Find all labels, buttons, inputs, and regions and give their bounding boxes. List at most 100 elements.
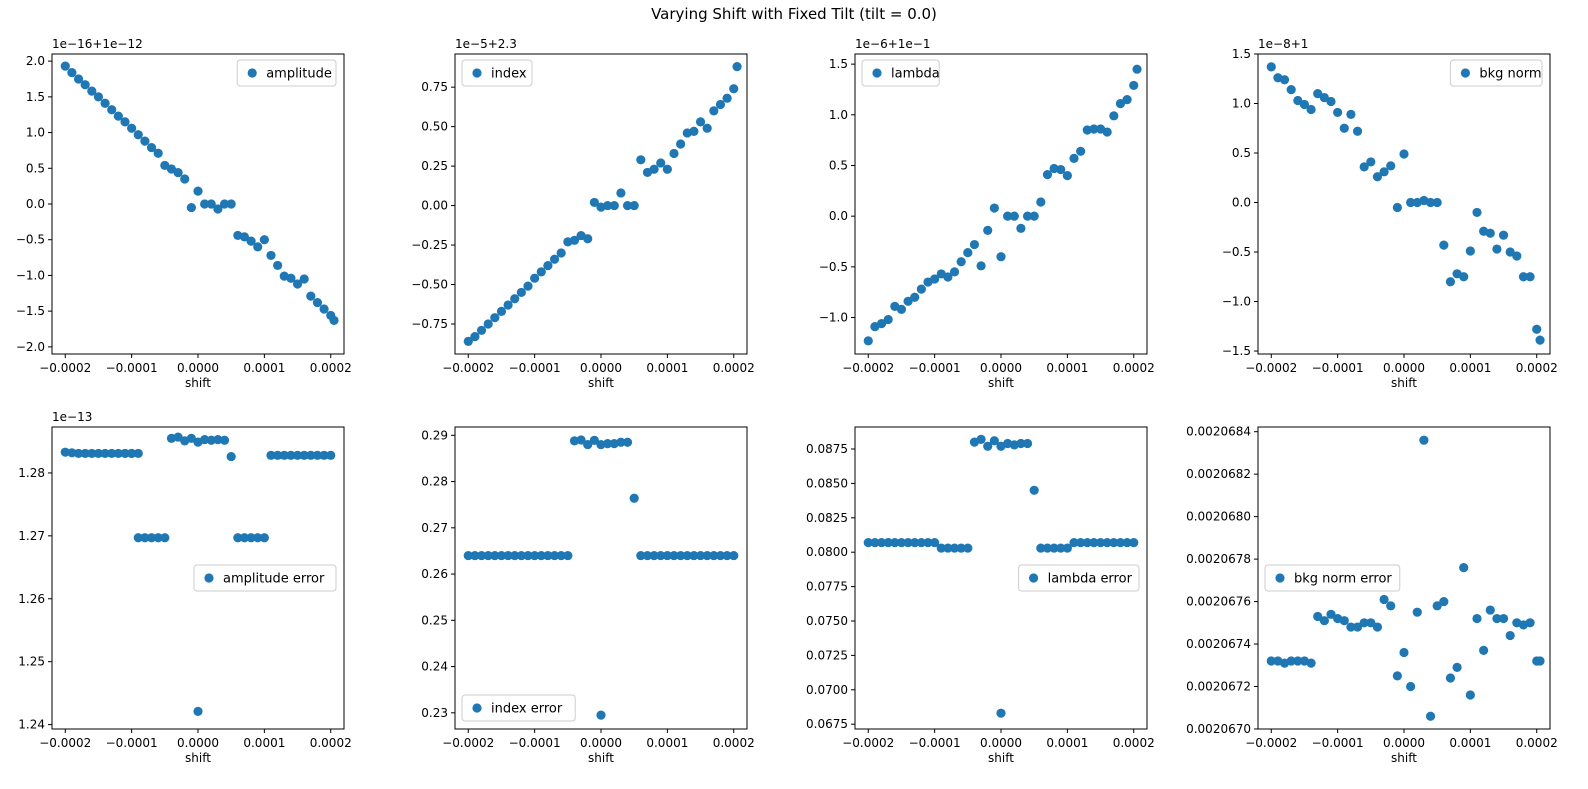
data-point xyxy=(1392,671,1402,681)
data-point xyxy=(609,200,619,211)
data-point xyxy=(589,435,599,446)
data-point xyxy=(1286,85,1296,95)
data-point xyxy=(1432,601,1442,611)
data-point xyxy=(890,537,900,548)
data-point xyxy=(193,706,203,716)
data-point xyxy=(1452,662,1462,672)
y-tick-label: −1.5 xyxy=(16,304,45,318)
data-point xyxy=(60,447,70,457)
y-tick-label: 0.0825 xyxy=(806,511,848,525)
data-point xyxy=(1122,537,1132,548)
legend-box xyxy=(1018,564,1140,592)
x-tick-label: −0.0002 xyxy=(1245,361,1297,375)
data-point xyxy=(876,537,887,548)
data-point xyxy=(60,61,70,71)
data-point xyxy=(1445,673,1456,683)
y-tick-label: −0.25 xyxy=(411,238,448,252)
data-point xyxy=(603,200,613,211)
data-point xyxy=(292,279,303,289)
data-point xyxy=(996,708,1006,718)
data-point xyxy=(1266,62,1276,72)
data-point xyxy=(689,126,699,136)
y-tick-label: 0.25 xyxy=(421,159,448,173)
data-point xyxy=(292,450,303,460)
y-tick-label: 0.0775 xyxy=(806,580,848,594)
x-tick-label: −0.0001 xyxy=(1312,736,1364,750)
y-tick-label: 0.5 xyxy=(26,161,45,175)
data-point xyxy=(896,304,907,315)
data-point xyxy=(286,273,296,283)
data-point xyxy=(1472,207,1482,218)
y-tick-label: 1.5 xyxy=(1232,47,1251,61)
legend-marker xyxy=(872,68,882,78)
data-point xyxy=(1115,99,1126,109)
x-tick-label: 0.0002 xyxy=(713,361,755,375)
data-point xyxy=(1009,211,1019,221)
data-point xyxy=(1366,618,1376,628)
data-point xyxy=(516,287,526,298)
data-point xyxy=(219,435,230,445)
y-offset-text: 1e−16+1e−12 xyxy=(52,37,143,51)
data-point xyxy=(127,123,137,133)
x-tick-label: −0.0001 xyxy=(909,361,961,375)
data-point xyxy=(876,318,887,329)
data-point xyxy=(173,167,183,178)
x-tick-label: −0.0002 xyxy=(1245,736,1297,750)
data-point xyxy=(266,450,276,460)
y-tick-label: 0.29 xyxy=(421,428,448,442)
data-point xyxy=(949,543,960,553)
data-point xyxy=(306,291,316,301)
data-point xyxy=(983,441,993,451)
y-offset-text: 1e−5+2.3 xyxy=(455,37,517,51)
data-point xyxy=(226,199,236,209)
data-point xyxy=(476,550,487,561)
data-point xyxy=(239,533,250,543)
x-tick-label: 0.0001 xyxy=(1046,361,1088,375)
x-tick-label: 0.0000 xyxy=(580,361,622,375)
y-tick-label: 0.0675 xyxy=(806,717,848,731)
legend-label: lambda xyxy=(891,67,940,82)
data-point xyxy=(656,158,666,168)
data-point xyxy=(1266,656,1276,666)
data-point xyxy=(976,434,986,444)
data-point xyxy=(1306,104,1316,115)
data-point xyxy=(676,550,686,561)
data-point xyxy=(963,248,973,258)
y-tick-label: 0.0750 xyxy=(806,614,848,628)
data-point xyxy=(93,92,104,102)
y-tick-label: 0.28 xyxy=(421,475,448,489)
data-point xyxy=(930,274,940,284)
legend-label: amplitude xyxy=(266,67,332,82)
data-point xyxy=(1406,197,1416,208)
data-point xyxy=(682,550,692,561)
data-point xyxy=(1319,616,1329,626)
x-tick-label: 0.0002 xyxy=(1113,736,1155,750)
data-point xyxy=(1485,605,1495,615)
data-point xyxy=(910,537,920,548)
data-point xyxy=(1022,211,1033,221)
data-point xyxy=(622,437,633,447)
data-point xyxy=(120,117,130,127)
data-point xyxy=(530,550,540,561)
data-point xyxy=(319,304,329,314)
data-point xyxy=(709,550,719,561)
data-point xyxy=(1022,438,1033,449)
data-point xyxy=(326,450,336,460)
data-point xyxy=(956,257,966,267)
data-point xyxy=(1366,157,1376,167)
data-point xyxy=(1492,244,1502,254)
y-tick-label: −0.5 xyxy=(1222,245,1251,259)
data-point xyxy=(1326,609,1336,619)
data-point xyxy=(563,550,573,561)
data-point xyxy=(133,130,143,140)
data-point xyxy=(286,450,296,460)
legend: amplitude error xyxy=(193,564,337,592)
data-point xyxy=(306,450,316,460)
data-point xyxy=(622,200,633,211)
y-tick-label: 0.0 xyxy=(1232,196,1251,210)
y-tick-label: 0.27 xyxy=(421,521,448,535)
x-tick-label: 0.0000 xyxy=(177,361,219,375)
data-point xyxy=(930,537,940,548)
legend-box xyxy=(193,564,337,592)
